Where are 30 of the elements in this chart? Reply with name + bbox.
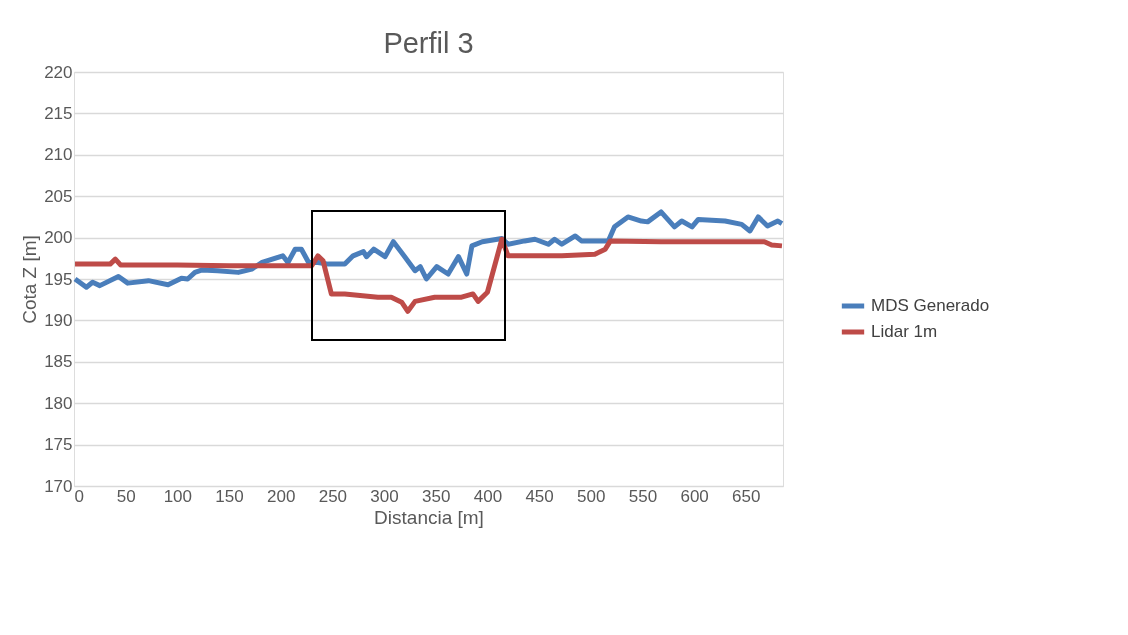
x-tick-label: 450 — [525, 486, 554, 506]
y-tick-label: 215 — [44, 103, 73, 123]
x-tick-label: 650 — [732, 486, 761, 506]
x-tick-label: 250 — [318, 486, 348, 506]
y-axis-title: Cota Z [m] — [19, 235, 41, 324]
legend-label: MDS Generado — [871, 296, 990, 315]
y-tick-label: 210 — [44, 145, 73, 165]
x-tick-label: 0 — [74, 486, 84, 506]
chart-title: Perfil 3 — [383, 27, 474, 59]
x-tick-label: 350 — [422, 486, 451, 506]
x-tick-label: 500 — [577, 486, 606, 506]
x-tick-label: 200 — [267, 486, 296, 506]
y-tick-label: 220 — [44, 62, 73, 82]
x-tick-label: 50 — [116, 486, 136, 506]
y-tick-label: 205 — [44, 186, 73, 206]
y-tick-label: 180 — [44, 393, 73, 413]
y-tick-label: 185 — [44, 352, 73, 372]
x-tick-label: 300 — [370, 486, 399, 506]
y-tick-label: 170 — [44, 476, 73, 496]
y-tick-label: 195 — [44, 269, 73, 289]
y-tick-label: 190 — [44, 310, 73, 330]
legend-label: Lidar 1m — [871, 322, 938, 341]
x-tick-label: 550 — [628, 486, 658, 506]
x-tick-label: 150 — [215, 486, 244, 506]
x-axis-title: Distancia [m] — [374, 506, 484, 528]
x-tick-label: 100 — [163, 486, 193, 506]
y-tick-label: 200 — [44, 228, 73, 248]
x-tick-label: 600 — [680, 486, 709, 506]
x-tick-label: 400 — [473, 486, 503, 506]
y-tick-label: 175 — [44, 435, 73, 455]
